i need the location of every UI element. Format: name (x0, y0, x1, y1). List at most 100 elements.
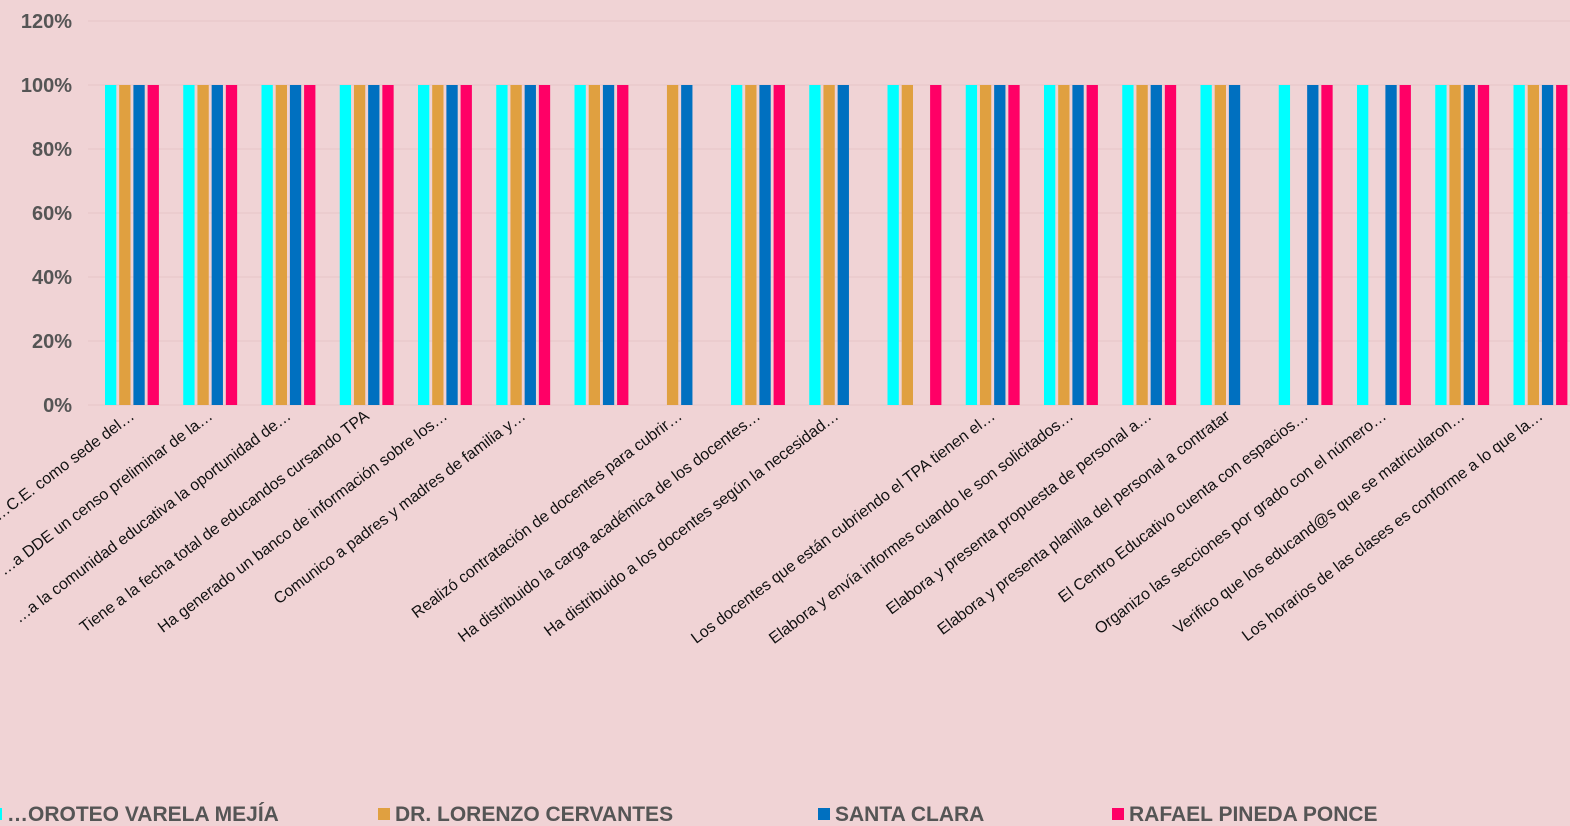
bar (538, 85, 551, 405)
bar (304, 85, 316, 405)
x-category-label: Ha generado un banco de información sobr… (155, 408, 451, 637)
y-tick-label: 100% (21, 75, 72, 97)
bar (446, 85, 458, 405)
bar (979, 85, 992, 405)
bar (147, 85, 159, 405)
y-tick-label: 80% (32, 139, 72, 161)
legend-swatch (0, 808, 2, 820)
bar (1385, 85, 1397, 405)
bar (809, 85, 821, 405)
x-category-label: …C.E. como sede del… (0, 408, 138, 525)
x-category-label: Elabora y envía informes cuando le son s… (766, 408, 1077, 648)
bar (460, 85, 472, 405)
x-category-label: Elabora y presenta planilla del personal… (935, 407, 1234, 638)
bar (1228, 85, 1241, 405)
y-tick-label: 40% (32, 267, 72, 289)
legend-label: DR. LORENZO CERVANTES (395, 803, 673, 826)
y-tick-label: 0% (43, 395, 72, 417)
x-category-label: Realizó contratación de docentes para cu… (409, 408, 686, 622)
legend-label: SANTA CLARA (835, 803, 984, 826)
x-category-label: Los horarios de las clases es conforme a… (1239, 408, 1546, 645)
bar (1200, 85, 1212, 405)
y-tick-label: 120% (21, 11, 72, 33)
legend-swatch (818, 808, 830, 820)
bar (1321, 85, 1333, 405)
bar (1086, 85, 1098, 405)
bar (1477, 85, 1490, 405)
bar (261, 85, 273, 405)
legend-label: RAFAEL PINEDA PONCE (1129, 803, 1378, 826)
x-category-label: …a la comunidad educativa la oportunidad… (11, 408, 294, 627)
bar (119, 85, 131, 405)
bar (930, 85, 942, 405)
bar (887, 85, 899, 405)
y-axis-tick-labels: 0% 20% 40% 60% 80% 100% 120% (21, 11, 72, 417)
bar (275, 85, 287, 405)
bar (1164, 85, 1177, 405)
bar (1008, 85, 1020, 405)
x-axis-category-labels: …C.E. como sede del……a DDE un censo prel… (0, 407, 1546, 647)
bar (225, 85, 238, 405)
bar (901, 85, 913, 405)
x-category-label: Ha distribuido la carga académica de los… (455, 408, 764, 646)
x-category-label: Ha distribuido a los docentes según la n… (541, 408, 842, 641)
bar (681, 85, 693, 405)
bar (602, 85, 615, 405)
bar (353, 85, 366, 405)
y-tick-label: 20% (32, 331, 72, 353)
bar (133, 85, 145, 405)
bar (339, 85, 352, 405)
bar (524, 85, 536, 405)
bar (1435, 85, 1447, 405)
y-tick-label: 60% (32, 203, 72, 225)
bar (574, 85, 586, 405)
bar (289, 85, 302, 405)
bar (588, 85, 600, 405)
bar (496, 85, 508, 405)
bar (1307, 85, 1319, 405)
bar (759, 85, 771, 405)
x-category-label: Elabora y presenta propuesta de personal… (883, 408, 1155, 619)
bar (197, 85, 209, 405)
bar (1278, 85, 1291, 405)
bar (837, 85, 849, 405)
bar (1399, 85, 1411, 405)
bar (731, 85, 743, 405)
bar (965, 85, 978, 405)
bar (1556, 85, 1568, 405)
bar (510, 85, 522, 405)
bar (1449, 85, 1461, 405)
bar (1058, 85, 1070, 405)
bar (745, 85, 757, 405)
bar (1357, 85, 1369, 405)
legend-label: …OROTEO VARELA MEJÍA (7, 803, 279, 826)
bar (1513, 85, 1525, 405)
bar (432, 85, 444, 405)
bar (994, 85, 1006, 405)
bar (1136, 85, 1148, 405)
bar (105, 85, 117, 405)
bar (823, 85, 835, 405)
bar (1150, 85, 1162, 405)
bar (1072, 85, 1084, 405)
bar (617, 85, 629, 405)
bar (1527, 85, 1539, 405)
bar (418, 85, 430, 405)
x-category-label: Tiene a la fecha total de educandos curs… (77, 407, 373, 636)
bar (183, 85, 195, 405)
bar (1463, 85, 1475, 405)
bar (1541, 85, 1554, 405)
legend: …OROTEO VARELA MEJÍA DR. LORENZO CERVANTE… (0, 803, 1378, 826)
bar (1214, 85, 1226, 405)
legend-swatch (378, 808, 390, 820)
bar (1044, 85, 1056, 405)
x-category-label: Organizo las secciones por grado con el … (1092, 408, 1390, 638)
bar (666, 85, 679, 405)
x-category-label: Verifico que los educand@s que se matric… (1171, 408, 1468, 638)
bar (1122, 85, 1134, 405)
bar (382, 85, 394, 405)
bar (773, 85, 785, 405)
legend-swatch (1112, 808, 1124, 820)
bar (368, 85, 380, 405)
